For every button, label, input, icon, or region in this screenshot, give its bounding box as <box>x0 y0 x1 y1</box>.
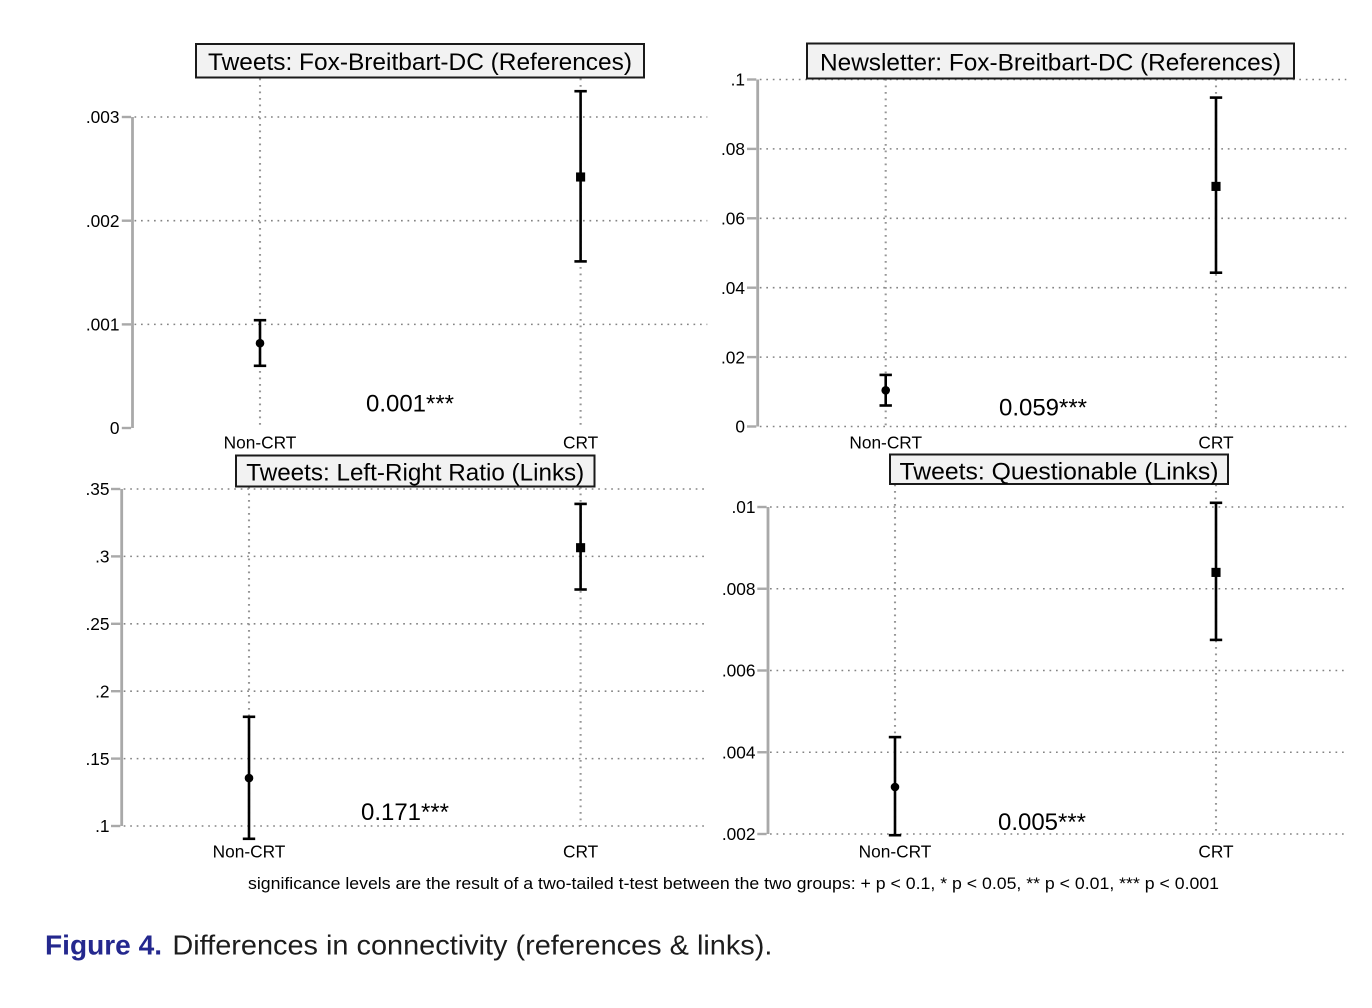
svg-text:Newsletter: Fox-Breitbart-DC (: Newsletter: Fox-Breitbart-DC (References… <box>820 50 1281 77</box>
svg-text:.15: .15 <box>85 749 109 769</box>
svg-text:0: 0 <box>110 418 120 438</box>
svg-text:.002: .002 <box>722 824 756 844</box>
svg-text:Tweets: Questionable (Links): Tweets: Questionable (Links) <box>900 459 1219 486</box>
svg-text:.3: .3 <box>95 547 109 567</box>
svg-text:Figure 4.: Figure 4. <box>45 930 162 961</box>
svg-text:CRT: CRT <box>1198 842 1234 862</box>
svg-text:Non-CRT: Non-CRT <box>213 842 286 862</box>
svg-text:.06: .06 <box>721 209 745 229</box>
svg-text:.04: .04 <box>721 278 745 298</box>
svg-text:CRT: CRT <box>563 432 599 452</box>
svg-text:.1: .1 <box>731 70 745 90</box>
svg-text:.002: .002 <box>86 211 120 231</box>
svg-text:significance levels are the re: significance levels are the result of a … <box>248 875 1219 893</box>
svg-text:0.001***: 0.001*** <box>366 391 454 418</box>
svg-text:Non-CRT: Non-CRT <box>859 842 932 862</box>
svg-text:Non-CRT: Non-CRT <box>224 432 297 452</box>
svg-text:.003: .003 <box>86 107 120 127</box>
svg-text:Differences in connectivity (r: Differences in connectivity (references … <box>172 930 772 961</box>
svg-text:0.005***: 0.005*** <box>998 809 1086 836</box>
svg-text:.25: .25 <box>85 614 109 634</box>
svg-text:Tweets: Left-Right Ratio (Link: Tweets: Left-Right Ratio (Links) <box>246 460 584 487</box>
svg-text:.02: .02 <box>721 347 745 367</box>
svg-text:0.171***: 0.171*** <box>361 799 449 826</box>
svg-text:Tweets: Fox-Breitbart-DC (Refe: Tweets: Fox-Breitbart-DC (References) <box>208 49 632 76</box>
svg-text:.2: .2 <box>95 681 109 701</box>
svg-text:.006: .006 <box>722 661 756 681</box>
svg-text:CRT: CRT <box>563 842 599 862</box>
svg-text:.01: .01 <box>731 497 755 517</box>
svg-text:Non-CRT: Non-CRT <box>849 432 922 452</box>
svg-text:.35: .35 <box>85 479 109 499</box>
svg-text:.001: .001 <box>86 315 120 335</box>
svg-text:CRT: CRT <box>1198 432 1234 452</box>
svg-text:.1: .1 <box>95 816 109 836</box>
svg-text:0: 0 <box>735 417 745 437</box>
svg-text:0.059***: 0.059*** <box>999 395 1087 422</box>
svg-text:.008: .008 <box>722 579 756 599</box>
svg-text:.004: .004 <box>722 742 756 762</box>
svg-text:.08: .08 <box>721 139 745 159</box>
